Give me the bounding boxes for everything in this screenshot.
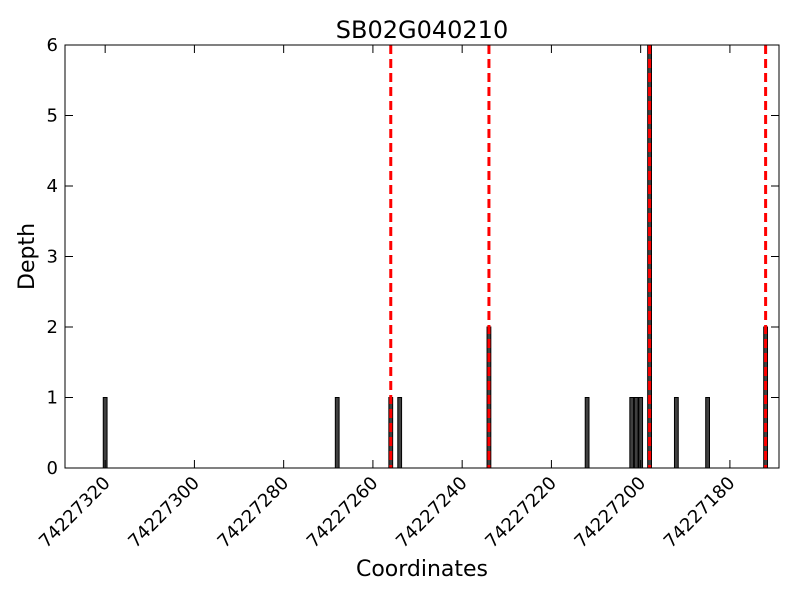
y-tick-label: 0 [47,458,58,479]
y-tick-label: 6 [47,35,58,56]
depth-bar [633,397,639,469]
depth-bar [705,397,710,469]
depth-bar [638,397,644,469]
x-tick-label: 74227240 [392,473,472,553]
plot-frame [64,44,780,469]
y-tick-label: 5 [47,106,58,127]
x-tick-label: 74227300 [124,473,204,553]
depth-bar [334,397,340,469]
depth-bar [629,397,635,469]
y-tick-label: 4 [47,176,58,197]
y-axis-title: Depth [15,223,40,290]
depth-bar [673,397,679,469]
y-tick-label: 3 [47,247,58,268]
chart-title: SB02G040210 [336,16,508,44]
x-tick-label: 74227200 [571,473,651,553]
y-tick-label: 2 [47,317,58,338]
x-axis-title: Coordinates [356,557,488,582]
x-tick-label: 74227180 [660,473,740,553]
y-tick-label: 1 [47,388,58,409]
depth-bar [102,397,108,469]
x-tick-label: 74227260 [303,473,383,553]
x-tick-label: 74227320 [35,473,115,553]
depth-bar [397,397,403,469]
x-tick-label: 74227280 [214,473,294,553]
x-tick-label: 74227220 [481,473,561,553]
depth-bar [584,397,590,469]
